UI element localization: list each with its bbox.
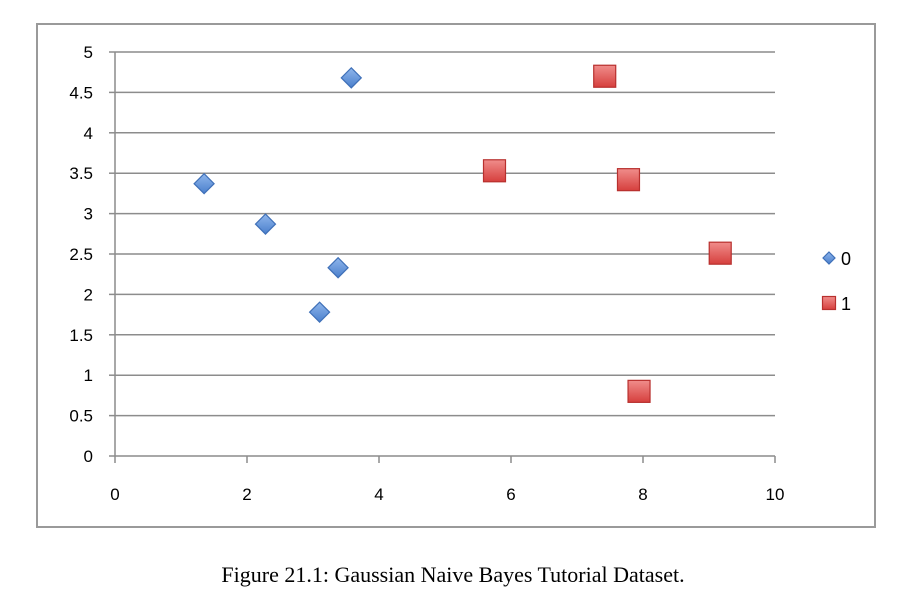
series-0-point [340,67,363,89]
y-tick-label: 1 [84,366,93,385]
y-tick-label: 3 [84,205,93,224]
series-1-point [616,168,641,192]
scatter-chart: 00.511.522.533.544.550 2 4 6 8 10 01 [69,43,851,504]
y-tick-label: 4 [84,124,93,143]
y-tick-label: 0.5 [69,407,93,426]
series-0-point [193,172,215,195]
series-0-point [327,256,349,279]
x-tick-label: 6 [506,485,515,504]
x-tick-label: 4 [374,485,383,504]
tick-labels: 0 0.5 1 1.5 2 2.5 3 3.5 4 4.5 5 0 2 4 6 8 10 [69,43,784,504]
grid-lines [115,51,775,417]
legend-label-1: 1 [841,294,851,314]
legend-marker-0 [822,251,836,265]
series-1-point [593,64,617,88]
legend-label-0: 0 [841,249,851,269]
series-0-point [254,213,277,235]
y-tick-label: 3.5 [69,164,93,183]
x-tick-label: 0 [110,485,119,504]
x-tick-label: 2 [242,485,251,504]
legend-marker-1 [821,295,837,311]
y-tick-label: 1.5 [69,326,93,345]
legend: 01 [821,249,851,314]
x-tick-label: 8 [638,485,647,504]
axes [109,51,776,463]
y-tick-label: 2 [84,285,93,304]
series-1-point [708,241,732,265]
series-1-point [627,379,651,403]
y-tick-label: 0 [84,447,93,466]
series-0-point [308,301,331,324]
y-tick-label: 4.5 [69,83,93,102]
y-tick-label: 5 [84,43,93,62]
x-tick-label: 10 [766,485,785,504]
figure-caption: Figure 21.1: Gaussian Naive Bayes Tutori… [221,562,685,587]
y-tick-label: 2.5 [69,245,93,264]
series-1-point [482,159,507,183]
data-points [193,64,732,403]
